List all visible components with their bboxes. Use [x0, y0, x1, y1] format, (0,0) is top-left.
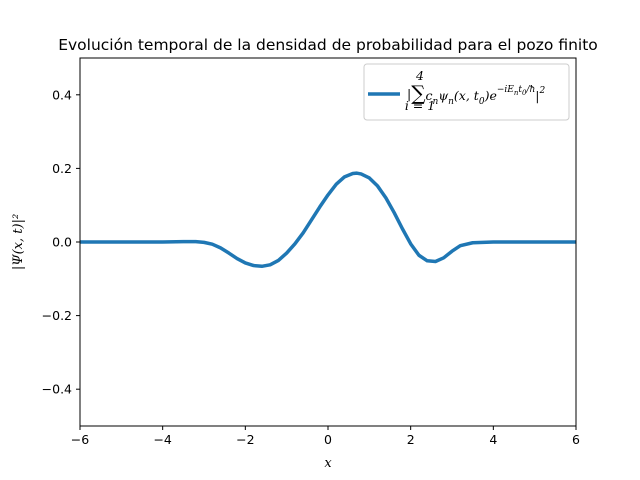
- legend-label: |∑cnψn(x, t0)e−iEnt0/ħ|2: [407, 81, 546, 107]
- series-line: [80, 171, 576, 269]
- legend-frame: [363, 63, 570, 121]
- y-tick-label: 0.2: [52, 161, 72, 176]
- x-axis-ticks: −6 −4 −2 0 2 4 6: [71, 426, 580, 447]
- legend: |∑cnψn(x, t0)e−iEnt0/ħ|2 4 i = 1: [363, 63, 570, 121]
- chart-title: Evolución temporal de la densidad de pro…: [58, 36, 598, 54]
- y-tick-label: −0.2: [42, 308, 72, 323]
- x-axis-label: x: [324, 456, 332, 471]
- legend-sum-upper: 4: [415, 68, 424, 83]
- x-tick-label: −6: [71, 432, 89, 447]
- y-tick-label: −0.4: [42, 382, 72, 397]
- y-axis-ticks: −0.4 −0.2 0.0 0.2 0.4: [42, 87, 80, 397]
- x-tick-label: 4: [489, 432, 497, 447]
- x-tick-label: −2: [236, 432, 254, 447]
- legend-sum-lower: i = 1: [405, 98, 435, 113]
- x-tick-label: 0: [324, 432, 332, 447]
- x-tick-label: −4: [153, 432, 171, 447]
- y-axis-label: |Ψ(x, t)|²: [11, 214, 26, 270]
- y-tick-label: 0.0: [52, 235, 72, 250]
- x-tick-label: 2: [407, 432, 415, 447]
- y-tick-label: 0.4: [52, 87, 72, 102]
- x-tick-label: 6: [572, 432, 580, 447]
